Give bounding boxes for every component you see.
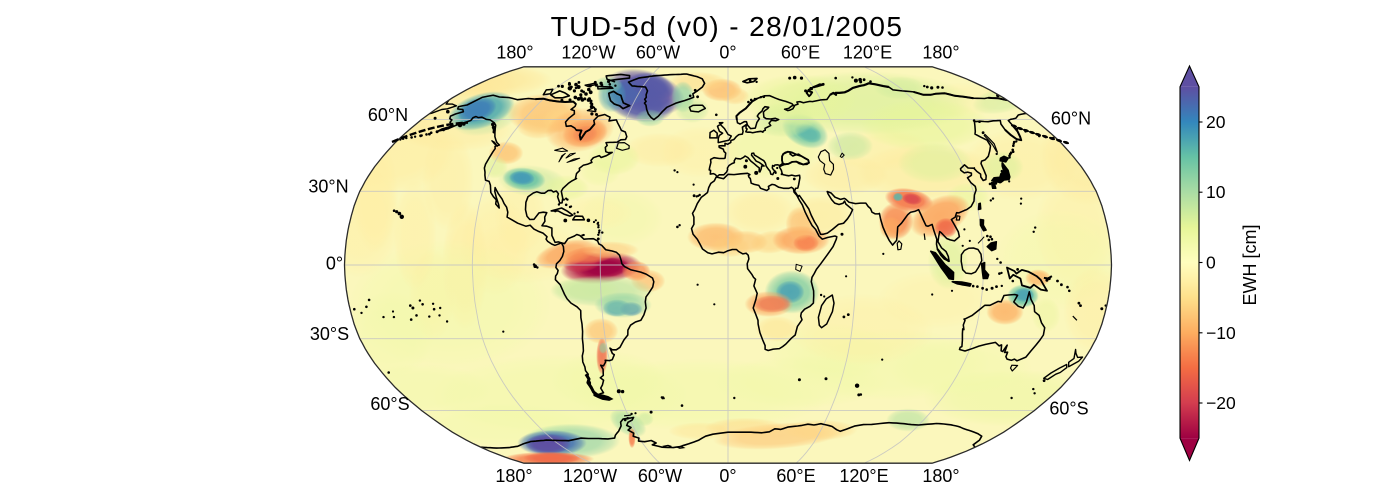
svg-text:180°: 180° [922,42,959,62]
svg-text:0°: 0° [719,42,736,62]
svg-text:10: 10 [1206,182,1226,202]
svg-text:180°: 180° [496,42,533,62]
svg-text:0°: 0° [719,466,736,486]
svg-text:0: 0 [1206,253,1216,273]
svg-text:60°S: 60°S [370,394,409,414]
svg-text:TUD-5d (v0) - 28/01/2005: TUD-5d (v0) - 28/01/2005 [551,11,904,42]
svg-text:60°N: 60°N [1051,109,1091,129]
svg-text:60°N: 60°N [368,105,408,125]
svg-text:30°N: 30°N [308,177,348,197]
svg-text:120°E: 120°E [843,42,892,62]
svg-text:20: 20 [1206,112,1226,132]
svg-text:60°W: 60°W [636,42,680,62]
svg-text:180°: 180° [495,466,532,486]
svg-text:60°E: 60°E [781,42,820,62]
svg-text:−20: −20 [1206,393,1236,413]
svg-text:120°E: 120°E [839,466,888,486]
svg-text:180°: 180° [922,466,959,486]
svg-text:0°: 0° [326,254,343,274]
svg-text:EWH [cm]: EWH [cm] [1240,225,1260,306]
svg-text:120°W: 120°W [561,42,615,62]
svg-text:−10: −10 [1206,323,1236,343]
svg-text:120°W: 120°W [563,466,617,486]
svg-text:60°E: 60°E [776,466,815,486]
svg-text:60°W: 60°W [638,466,682,486]
svg-text:30°S: 30°S [310,324,349,344]
svg-text:60°S: 60°S [1049,399,1088,419]
